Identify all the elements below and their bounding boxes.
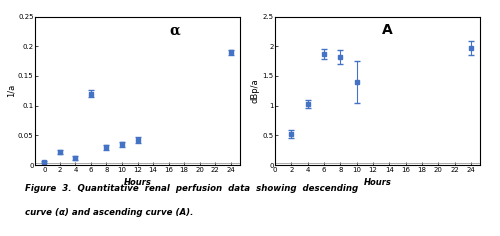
Text: A: A: [382, 23, 393, 37]
Text: curve (α) and ascending curve (A).: curve (α) and ascending curve (A).: [25, 208, 194, 217]
X-axis label: Hours: Hours: [124, 178, 152, 187]
Text: α: α: [169, 23, 180, 37]
Y-axis label: dBp/a: dBp/a: [250, 79, 260, 103]
Y-axis label: 1/a: 1/a: [6, 84, 15, 97]
X-axis label: Hours: Hours: [364, 178, 392, 187]
Text: Figure  3.  Quantitative  renal  perfusion  data  showing  descending: Figure 3. Quantitative renal perfusion d…: [25, 184, 358, 193]
